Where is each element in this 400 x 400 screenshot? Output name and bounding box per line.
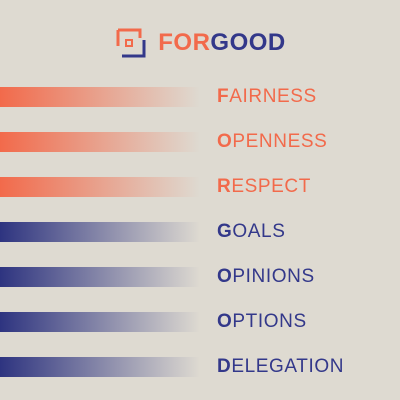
square-bracket-logo-icon: [116, 28, 146, 58]
gradient-bar: [0, 132, 200, 152]
gradient-bar: [0, 267, 200, 287]
gradient-bar: [0, 87, 200, 107]
value-initial: D: [217, 356, 232, 377]
value-rest: OALS: [232, 221, 286, 242]
value-rest: PENNESS: [232, 131, 328, 152]
gradient-bar: [0, 222, 200, 242]
value-row-fairness: FAIRNESS: [0, 82, 400, 127]
brand-name-for: FOR: [158, 29, 211, 56]
value-initial: O: [217, 131, 233, 152]
value-initial: R: [217, 176, 232, 197]
value-row-delegation: DELEGATION: [0, 352, 400, 397]
value-row-openness: OPENNESS: [0, 127, 400, 172]
value-label: DELEGATION: [217, 354, 344, 380]
value-rest: ELEGATION: [231, 356, 345, 377]
value-initial: O: [217, 266, 233, 287]
value-label: OPTIONS: [217, 309, 307, 335]
brand-logo: FORGOOD: [0, 25, 400, 61]
value-rest: ESPECT: [231, 176, 311, 197]
gradient-bar: [0, 177, 200, 197]
value-row-respect: RESPECT: [0, 172, 400, 217]
value-row-goals: GOALS: [0, 217, 400, 262]
brand-name-good: GOOD: [210, 29, 286, 56]
gradient-bar: [0, 357, 200, 377]
value-rest: PTIONS: [232, 311, 307, 332]
value-row-options: OPTIONS: [0, 307, 400, 352]
gradient-bar: [0, 312, 200, 332]
value-label: OPINIONS: [217, 264, 315, 290]
value-label: FAIRNESS: [217, 84, 317, 110]
value-label: OPENNESS: [217, 129, 327, 155]
value-rest: PINIONS: [232, 266, 315, 287]
value-row-opinions: OPINIONS: [0, 262, 400, 307]
value-initial: O: [217, 311, 233, 332]
value-initial: F: [217, 86, 230, 107]
brand-name: FORGOOD: [158, 29, 286, 57]
value-initial: G: [217, 221, 233, 242]
value-list: FAIRNESS OPENNESS RESPECT GOALS OPINIONS…: [0, 82, 400, 397]
value-label: GOALS: [217, 219, 285, 245]
value-rest: AIRNESS: [229, 86, 317, 107]
value-label: RESPECT: [217, 174, 311, 200]
